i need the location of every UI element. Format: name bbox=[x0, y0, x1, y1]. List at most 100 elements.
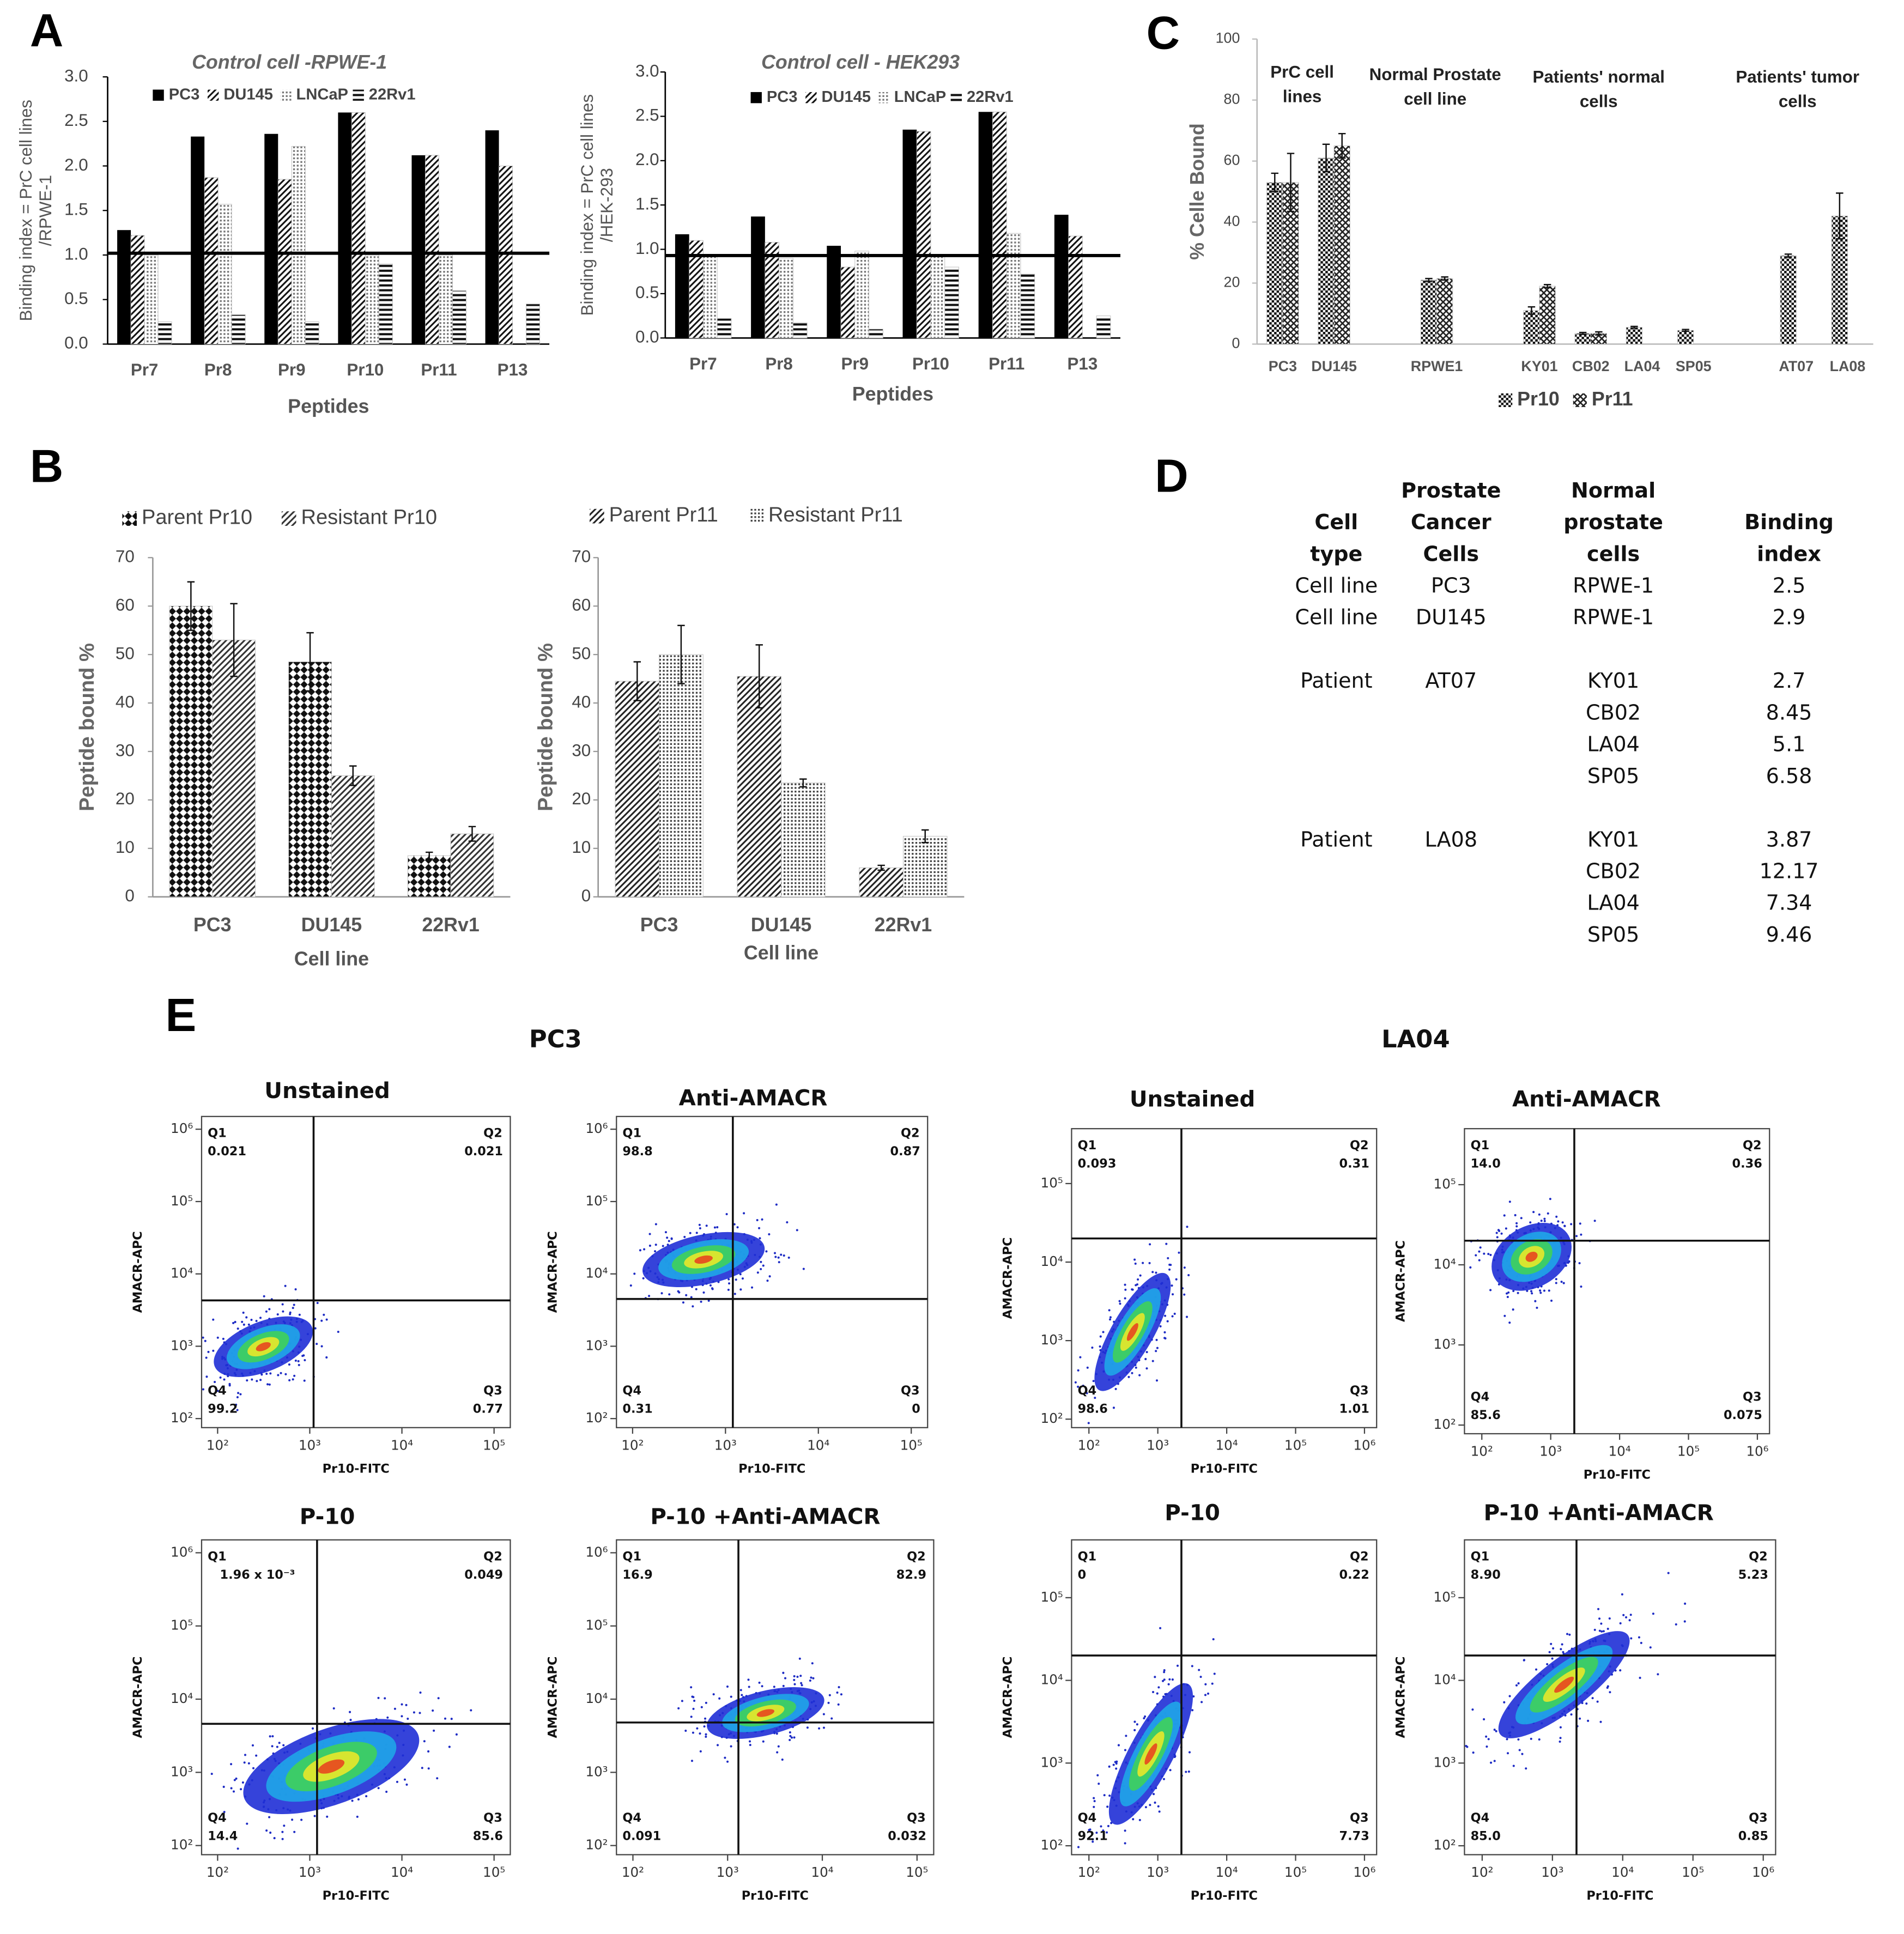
event-dot bbox=[1515, 1222, 1518, 1224]
event-dot bbox=[1551, 1657, 1554, 1660]
y-tick-label: 10⁴ bbox=[1434, 1256, 1456, 1272]
bar bbox=[854, 251, 870, 338]
event-dot bbox=[1598, 1629, 1601, 1632]
event-dot bbox=[403, 1778, 406, 1781]
event-dot bbox=[695, 1288, 698, 1290]
event-dot bbox=[1109, 1316, 1112, 1319]
y-tick-label: 3.0 bbox=[64, 66, 88, 85]
bar bbox=[1626, 327, 1642, 344]
event-dot bbox=[230, 1787, 233, 1790]
event-dot bbox=[1156, 1347, 1159, 1349]
bar bbox=[792, 323, 808, 338]
event-dot bbox=[1162, 1778, 1165, 1780]
y-tick-label: 0.0 bbox=[635, 328, 659, 347]
event-dot bbox=[1204, 1683, 1207, 1686]
event-dot bbox=[837, 1703, 840, 1706]
event-dot bbox=[822, 1726, 825, 1729]
y-axis-label: AMACR-APC bbox=[1393, 1240, 1408, 1322]
event-dot bbox=[1490, 1761, 1493, 1764]
event-dot bbox=[705, 1701, 707, 1704]
event-dot bbox=[278, 1742, 281, 1744]
group-title: PC3 bbox=[529, 1024, 582, 1053]
event-dot bbox=[643, 1248, 646, 1251]
event-dot bbox=[778, 1261, 780, 1264]
event-dot bbox=[284, 1373, 287, 1375]
event-dot bbox=[1580, 1233, 1582, 1236]
event-dot bbox=[1114, 1387, 1117, 1390]
y-tick-label: 2.5 bbox=[635, 106, 659, 125]
event-dot bbox=[282, 1744, 285, 1747]
error-bar bbox=[633, 661, 641, 701]
event-dot bbox=[812, 1677, 815, 1680]
event-dot bbox=[1117, 1744, 1120, 1747]
event-dot bbox=[840, 1693, 842, 1696]
event-dot bbox=[1155, 1271, 1157, 1274]
event-dot bbox=[1512, 1308, 1514, 1311]
x-tick-label: PC3 bbox=[193, 914, 232, 936]
table-cell: SP05 bbox=[1587, 923, 1640, 947]
event-dot bbox=[1471, 1708, 1474, 1711]
table-cell: 8.45 bbox=[1766, 700, 1812, 724]
error-bar bbox=[877, 864, 885, 871]
event-dot bbox=[629, 1284, 632, 1287]
legend-swatch bbox=[805, 92, 817, 104]
panel-label: B bbox=[30, 441, 63, 493]
event-dot bbox=[1204, 1694, 1207, 1696]
event-dot bbox=[1171, 1678, 1174, 1681]
bar bbox=[1020, 274, 1035, 338]
y-tick-label: 3.0 bbox=[635, 61, 659, 80]
event-dot bbox=[365, 1795, 368, 1798]
table-header: Cell bbox=[1314, 510, 1358, 534]
event-dot bbox=[385, 1791, 388, 1793]
event-dot bbox=[654, 1223, 657, 1226]
event-dot bbox=[1562, 1282, 1565, 1284]
event-dot bbox=[798, 1657, 801, 1660]
plot-frame bbox=[201, 1115, 511, 1428]
event-dot bbox=[1503, 1314, 1506, 1317]
event-dot bbox=[245, 1316, 248, 1319]
event-dot bbox=[789, 1731, 791, 1734]
x-tick-label: Pr11 bbox=[421, 360, 457, 379]
event-dot bbox=[1178, 1251, 1180, 1254]
event-dot bbox=[1508, 1695, 1511, 1697]
bar bbox=[1318, 157, 1335, 344]
density-cloud bbox=[756, 1709, 775, 1717]
event-dot bbox=[470, 1709, 472, 1712]
y-tick-label: 0 bbox=[1232, 335, 1240, 351]
event-dot bbox=[762, 1740, 765, 1743]
event-dot bbox=[1115, 1760, 1118, 1763]
event-dot bbox=[357, 1798, 360, 1800]
bar bbox=[827, 246, 841, 338]
event-dot bbox=[699, 1750, 702, 1753]
event-dot bbox=[1628, 1619, 1631, 1622]
quadrant-value: 0.31 bbox=[1339, 1157, 1369, 1171]
event-dot bbox=[268, 1308, 271, 1311]
bar bbox=[1068, 235, 1083, 338]
table-cell: LA08 bbox=[1425, 827, 1478, 851]
event-dot bbox=[1563, 1224, 1566, 1227]
y-tick-label: 10² bbox=[1434, 1837, 1456, 1853]
event-dot bbox=[232, 1790, 235, 1793]
bar bbox=[978, 112, 993, 338]
event-dot bbox=[250, 1318, 253, 1321]
event-dot bbox=[1124, 1283, 1126, 1286]
event-dot bbox=[280, 1372, 282, 1374]
event-dot bbox=[205, 1356, 208, 1359]
event-dot bbox=[1163, 1337, 1166, 1339]
chart-title: Control cell -RPWE-1 bbox=[192, 51, 387, 73]
y-tick-label: 10⁵ bbox=[1434, 1589, 1456, 1605]
event-dot bbox=[1133, 1258, 1136, 1261]
plot-frame bbox=[616, 1539, 935, 1856]
x-tick-label: Pr10 bbox=[347, 360, 384, 379]
event-dot bbox=[1497, 1229, 1500, 1232]
event-dot bbox=[1608, 1617, 1611, 1620]
y-tick-label: 10⁴ bbox=[1041, 1672, 1063, 1688]
error-bar bbox=[755, 644, 763, 709]
event-dot bbox=[1593, 1628, 1596, 1631]
event-dot bbox=[1667, 1572, 1670, 1574]
table-header: cells bbox=[1587, 542, 1640, 566]
event-dot bbox=[356, 1815, 359, 1818]
y-axis-label: % Celle Bound bbox=[1186, 123, 1208, 260]
event-dot bbox=[1185, 1771, 1187, 1773]
y-axis-label: AMACR-APC bbox=[545, 1657, 560, 1738]
